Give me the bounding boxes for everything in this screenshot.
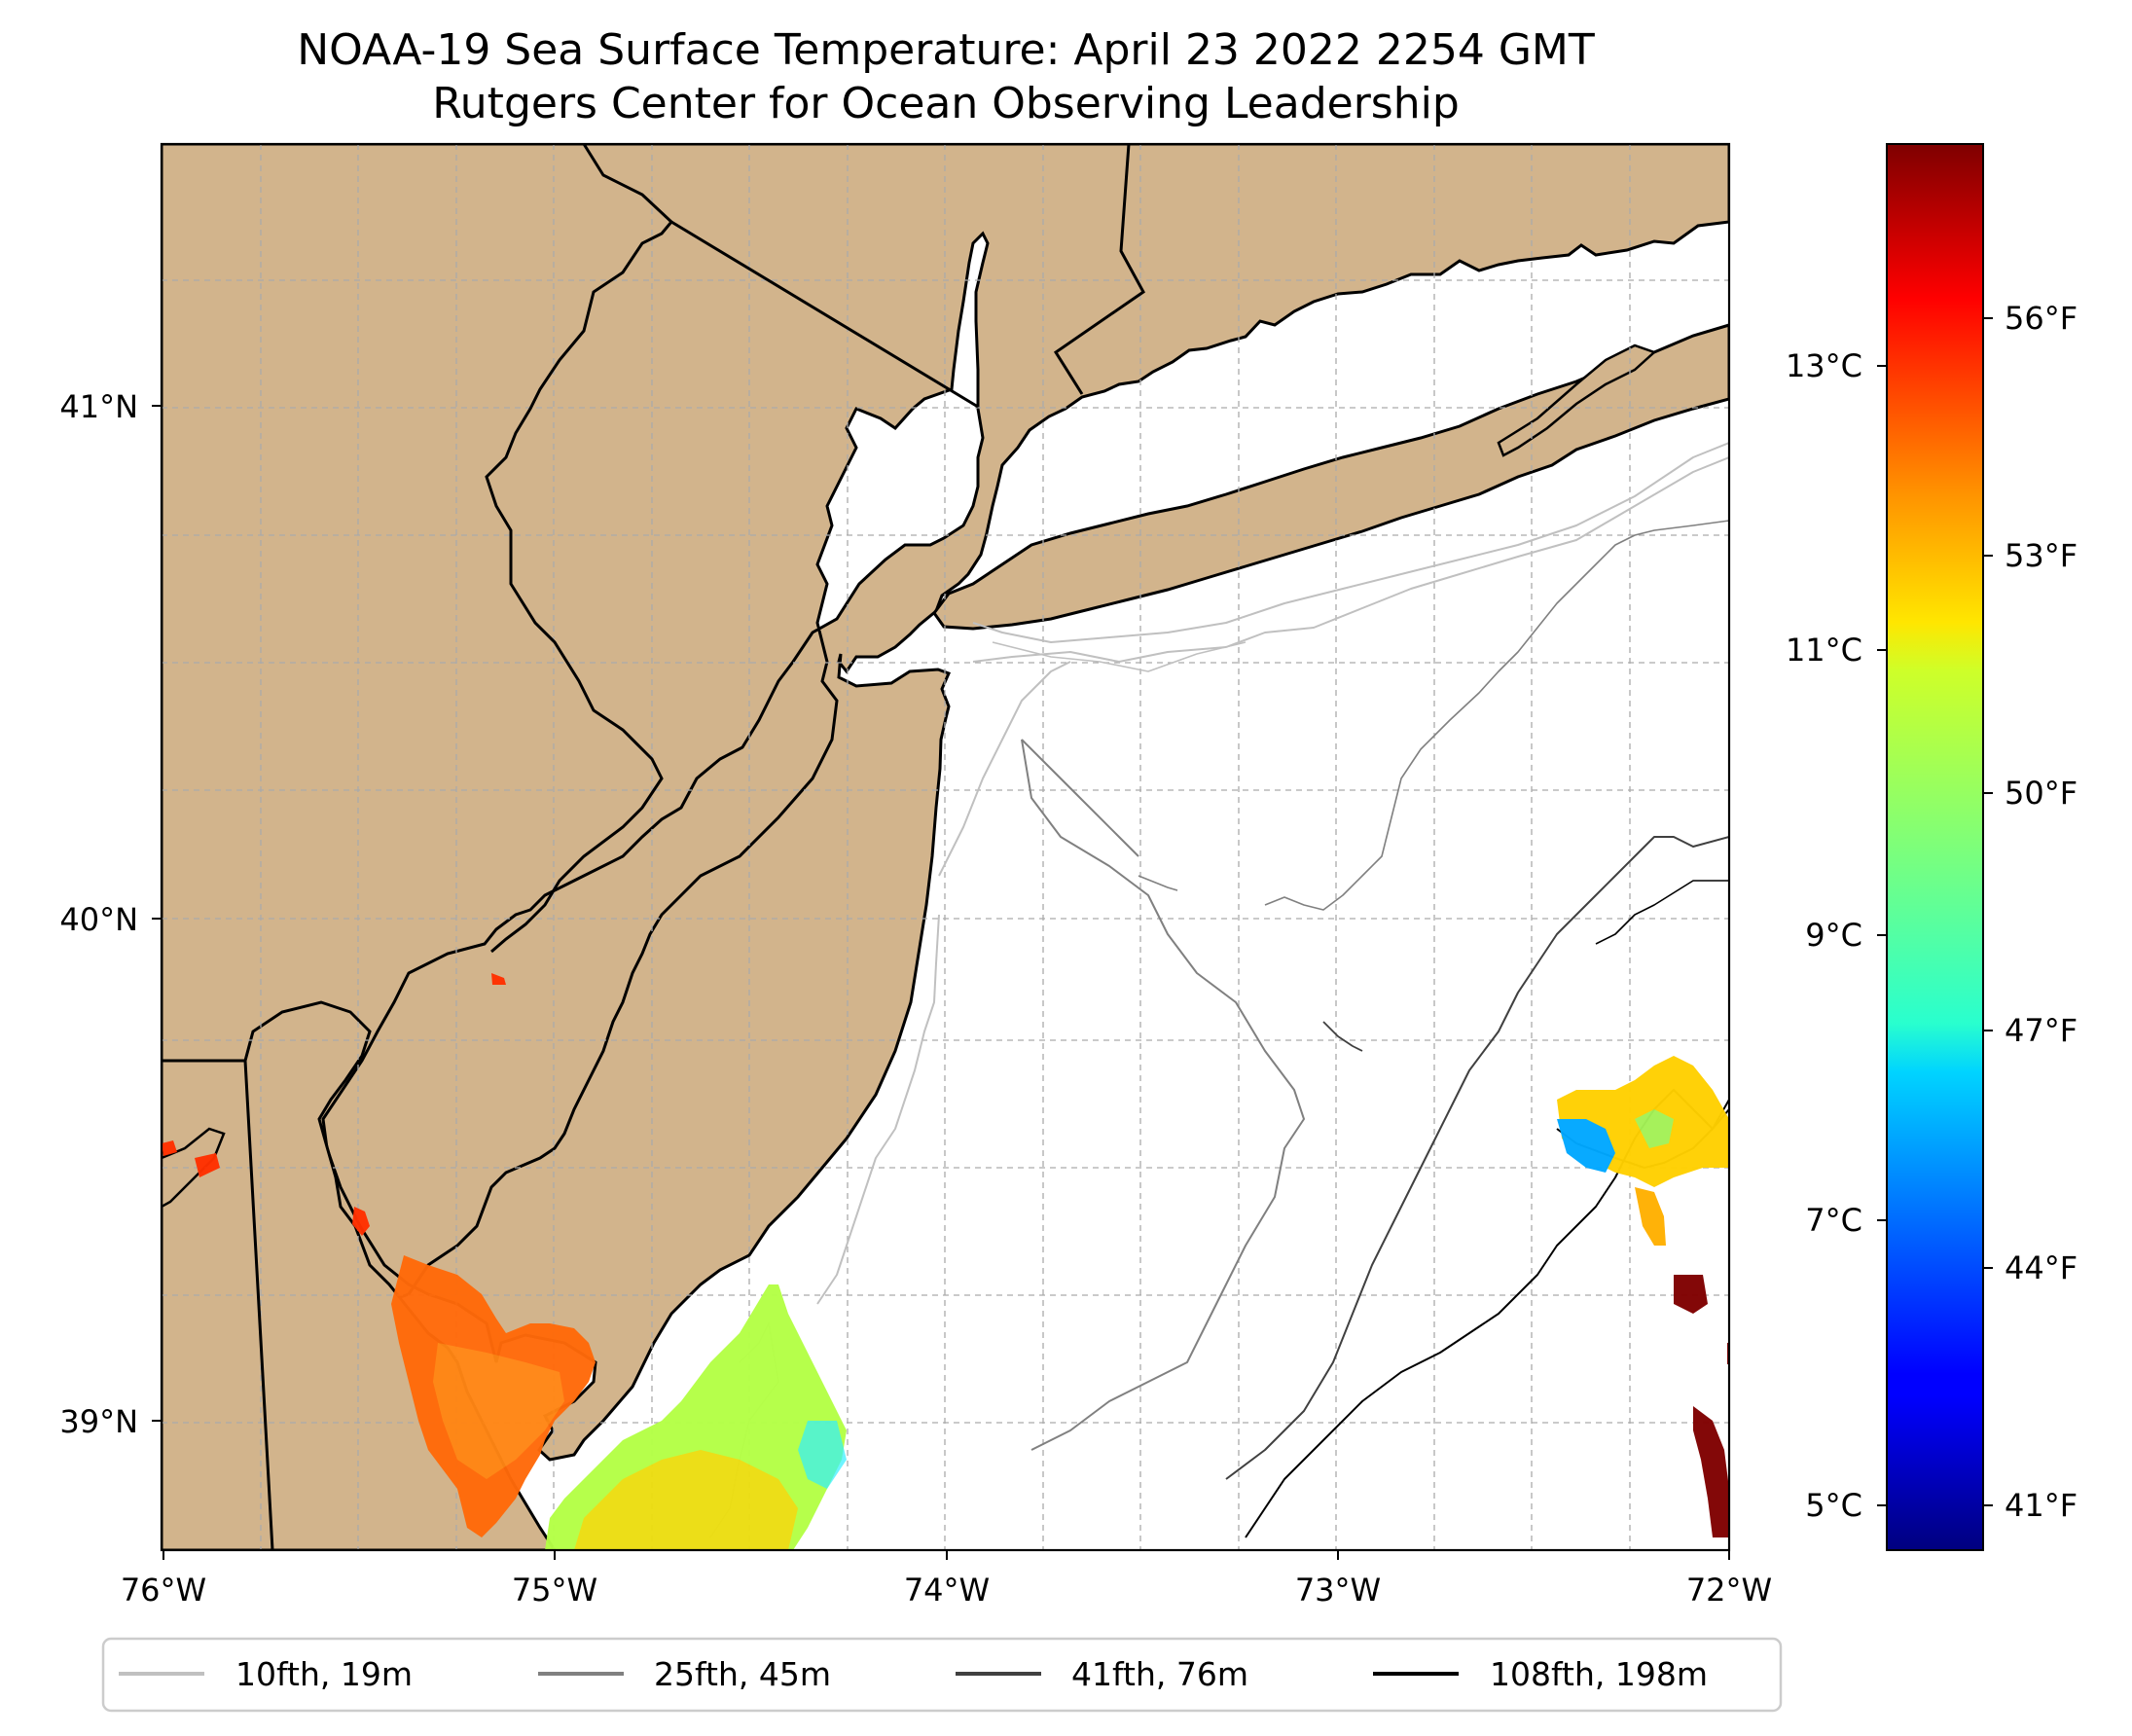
sst-cape-may-warm (574, 1450, 798, 1550)
colorbar-celsius-label: 13°C (1786, 347, 1862, 384)
colorbar-fahrenheit-ticks (1983, 317, 1993, 1506)
x-tick-label: 74°W (904, 1572, 990, 1609)
sst-offshore-south (1635, 1187, 1666, 1246)
sst-river-spot-3 (162, 1140, 177, 1156)
legend-label-10fth: 10fth, 19m (235, 1655, 413, 1693)
title-line-1: NOAA-19 Sea Surface Temperature: April 2… (297, 25, 1595, 75)
colorbar-celsius-ticks (1877, 365, 1887, 1506)
colorbar-celsius-label: 9°C (1805, 917, 1862, 954)
y-tick-label: 41°N (59, 388, 138, 425)
y-tick-label: 40°N (59, 901, 138, 938)
legend-label-41fth: 41fth, 76m (1071, 1655, 1248, 1693)
map-panel: 76°W 75°W 74°W 73°W 72°W 39°N 40°N 41°N (59, 142, 1772, 1609)
sst-warm-streak-1 (1674, 1275, 1708, 1314)
sst-river-spot-2 (491, 973, 506, 985)
sst-offshore-cool (1557, 1119, 1615, 1173)
colorbar-fahrenheit-label: 56°F (2005, 300, 2078, 337)
bathymetry-legend: 10fth, 19m 25fth, 45m 41fth, 76m 108fth,… (101, 1637, 1783, 1713)
colorbar-fahrenheit-label: 53°F (2005, 537, 2078, 574)
axis-ticks (152, 405, 1730, 1560)
colorbar-fahrenheit-label: 44°F (2005, 1249, 2078, 1286)
colorbar-fahrenheit-label: 50°F (2005, 775, 2078, 812)
colorbar-celsius-label: 11°C (1786, 632, 1862, 669)
land-long-island (932, 323, 1729, 631)
sst-data (162, 973, 1729, 1550)
land-north-fork (1497, 344, 1657, 457)
legend-frame (101, 1637, 1783, 1713)
colorbar-fahrenheit-label: 41°F (2005, 1487, 2078, 1524)
sst-warm-streak-2 (1693, 1406, 1729, 1537)
x-tick-label: 76°W (121, 1572, 206, 1609)
x-tick-label: 73°W (1295, 1572, 1381, 1609)
sst-river-spot-4 (195, 1153, 220, 1177)
state-borders (162, 144, 1145, 1550)
sst-delaware-bay-warm (433, 1343, 564, 1479)
colorbar-fahrenheit-label: 47°F (2005, 1012, 2078, 1049)
colorbar-celsius-label: 7°C (1805, 1202, 1862, 1239)
y-tick-label: 39°N (59, 1403, 138, 1440)
sst-cape-may-cool (798, 1421, 847, 1489)
title-line-2: Rutgers Center for Ocean Observing Leade… (432, 79, 1460, 128)
sst-river-spot-1 (352, 1207, 370, 1236)
colorbar-celsius-label: 5°C (1805, 1487, 1862, 1524)
map-frame (160, 142, 1731, 1552)
x-tick-label: 72°W (1686, 1572, 1772, 1609)
colorbar-gradient (1886, 143, 1984, 1551)
legend-label-25fth: 25fth, 45m (654, 1655, 831, 1693)
legend-label-108fth: 108fth, 198m (1490, 1655, 1708, 1693)
sst-offshore-lime (1635, 1109, 1674, 1148)
colorbar: 5°C 7°C 9°C 11°C 13°C 41°F 44°F 47°F 50°… (1786, 143, 2078, 1551)
x-tick-label: 75°W (512, 1572, 597, 1609)
